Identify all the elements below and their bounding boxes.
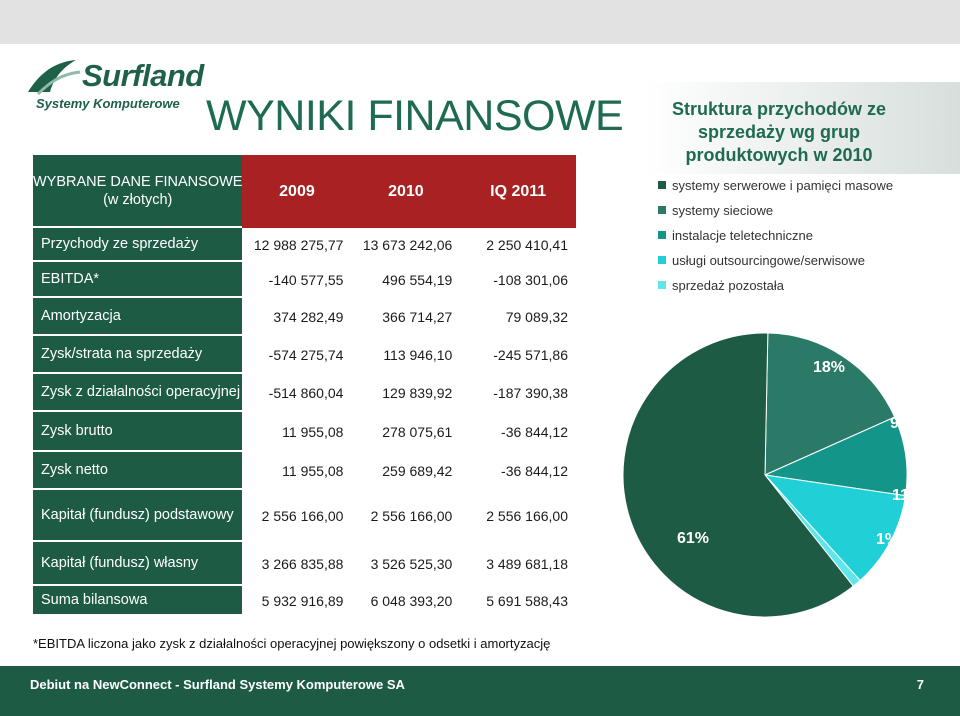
column-header-2009: 2009 <box>242 155 352 228</box>
pie-chart: 61% 18% 9% 11% 1% <box>622 332 923 618</box>
footer-bar <box>0 666 960 716</box>
table-row: Kapitał (fundusz) własny 3 266 835,88 3 … <box>33 542 576 586</box>
legend-label: sprzedaż pozostała <box>672 278 785 293</box>
row-value: 2 556 166,00 <box>370 508 453 524</box>
legend-swatch <box>658 281 666 289</box>
legend-item: sprzedaż pozostała <box>658 278 784 293</box>
row-value: 3 489 681,18 <box>486 556 568 572</box>
row-value: -514 860,04 <box>268 385 344 401</box>
pie-slice <box>763 474 907 582</box>
page-number: 7 <box>916 677 924 692</box>
legend-swatch <box>658 231 666 239</box>
legend-label: systemy serwerowe i pamięci masowe <box>672 178 894 193</box>
financial-table: WYBRANE DANE FINANSOWE (w złotych) 2009 … <box>33 155 576 616</box>
footnote: *EBITDA liczona jako zysk z działalności… <box>33 636 551 651</box>
table-header-row: WYBRANE DANE FINANSOWE (w złotych) 2009 … <box>33 155 576 228</box>
company-logo: Surfland Systemy Komputerowe <box>24 56 204 118</box>
pie-slice <box>622 332 855 618</box>
row-value: -108 301,06 <box>493 272 568 288</box>
row-value: 2 250 410,41 <box>486 237 568 253</box>
legend-label: usługi outsourcingowe/serwisowe <box>672 253 865 268</box>
row-label: Przychody ze sprzedaży <box>33 228 243 262</box>
row-value: 3 526 525,30 <box>370 556 453 572</box>
pie-data-label: 1% <box>876 531 899 548</box>
row-value: 259 689,42 <box>382 463 453 479</box>
row-value: -574 275,74 <box>268 347 344 363</box>
table-header-label-line1: WYBRANE DANE FINANSOWE <box>33 173 243 190</box>
legend-item: usługi outsourcingowe/serwisowe <box>658 253 865 268</box>
row-value: 129 839,92 <box>382 385 453 401</box>
pie-slice <box>763 416 908 497</box>
legend-item: systemy serwerowe i pamięci masowe <box>658 178 893 193</box>
row-value: 496 554,19 <box>382 272 453 288</box>
row-label: Zysk brutto <box>33 412 243 452</box>
row-value: 5 691 588,43 <box>486 593 568 609</box>
legend-swatch <box>658 256 666 264</box>
table-row: Amortyzacja 374 282,49 366 714,27 79 089… <box>33 298 576 336</box>
row-value: 11 955,08 <box>282 463 344 479</box>
pie-data-label: 61% <box>677 530 709 547</box>
pie-data-label: 18% <box>813 359 845 376</box>
row-value: -187 390,38 <box>493 385 568 401</box>
row-value: 366 714,27 <box>382 309 453 325</box>
table-row: Zysk/strata na sprzedaży -574 275,74 113… <box>33 336 576 374</box>
row-label: Zysk/strata na sprzedaży <box>33 336 243 374</box>
row-label: Suma bilansowa <box>33 586 243 616</box>
legend-swatch <box>658 181 666 189</box>
row-value: -140 577,55 <box>268 272 344 288</box>
table-row: EBITDA* -140 577,55 496 554,19 -108 301,… <box>33 262 576 298</box>
row-value: -36 844,12 <box>501 424 568 440</box>
row-value: 79 089,32 <box>505 309 568 325</box>
row-value: -245 571,86 <box>493 347 568 363</box>
table-row: Zysk brutto 11 955,08 278 075,61 -36 844… <box>33 412 576 452</box>
row-label: EBITDA* <box>33 262 243 298</box>
row-label: Kapitał (fundusz) własny <box>33 542 243 586</box>
row-value: 12 988 275,77 <box>253 237 344 253</box>
row-value: 278 075,61 <box>382 424 453 440</box>
row-value: -36 844,12 <box>501 463 568 479</box>
chart-title: Struktura przychodów ze sprzedaży wg gru… <box>671 99 887 165</box>
legend-item: instalacje teletechniczne <box>658 228 813 243</box>
pie-data-label: 11% <box>892 487 923 504</box>
row-value: 5 932 916,89 <box>261 593 344 609</box>
table-row: Przychody ze sprzedaży 12 988 275,77 13 … <box>33 228 576 262</box>
page-title: WYNIKI FINANSOWE <box>206 92 624 140</box>
row-label: Amortyzacja <box>33 298 243 336</box>
row-value: 11 955,08 <box>282 424 344 440</box>
row-label: Kapitał (fundusz) podstawowy <box>33 490 243 542</box>
table-row: Zysk netto 11 955,08 259 689,42 -36 844,… <box>33 452 576 490</box>
pie-slice <box>764 332 896 476</box>
row-value: 2 556 166,00 <box>486 508 568 524</box>
legend-label: instalacje teletechniczne <box>672 228 813 243</box>
row-label: Zysk netto <box>33 452 243 490</box>
logo-subtitle: Systemy Komputerowe <box>36 96 180 111</box>
logo-wave-icon <box>28 60 81 96</box>
top-band <box>0 0 960 44</box>
table-header-label: WYBRANE DANE FINANSOWE (w złotych) <box>33 155 243 228</box>
row-value: 6 048 393,20 <box>370 593 453 609</box>
legend-item: systemy sieciowe <box>658 203 773 218</box>
table-header-label-line2: (w złotych) <box>103 191 173 208</box>
table-row: Suma bilansowa 5 932 916,89 6 048 393,20… <box>33 586 576 616</box>
row-value: 113 946,10 <box>383 347 453 363</box>
legend-swatch <box>658 206 666 214</box>
column-header-2010: 2010 <box>351 155 461 228</box>
row-value: 2 556 166,00 <box>261 508 344 524</box>
column-header-iq2011: IQ 2011 <box>460 155 576 228</box>
logo-brand: Surfland <box>82 58 204 93</box>
table-row: Kapitał (fundusz) podstawowy 2 556 166,0… <box>33 490 576 542</box>
row-value: 13 673 242,06 <box>362 237 453 253</box>
row-label: Zysk z działalności operacyjnej <box>33 374 243 412</box>
row-value: 3 266 835,88 <box>261 556 344 572</box>
chart-title-background <box>644 82 960 174</box>
row-value: 374 282,49 <box>273 309 344 325</box>
table-row: Zysk z działalności operacyjnej -514 860… <box>33 374 576 412</box>
legend-label: systemy sieciowe <box>672 203 774 218</box>
footer-text: Debiut na NewConnect - Surfland Systemy … <box>30 677 405 692</box>
pie-data-label: 9% <box>890 415 913 432</box>
